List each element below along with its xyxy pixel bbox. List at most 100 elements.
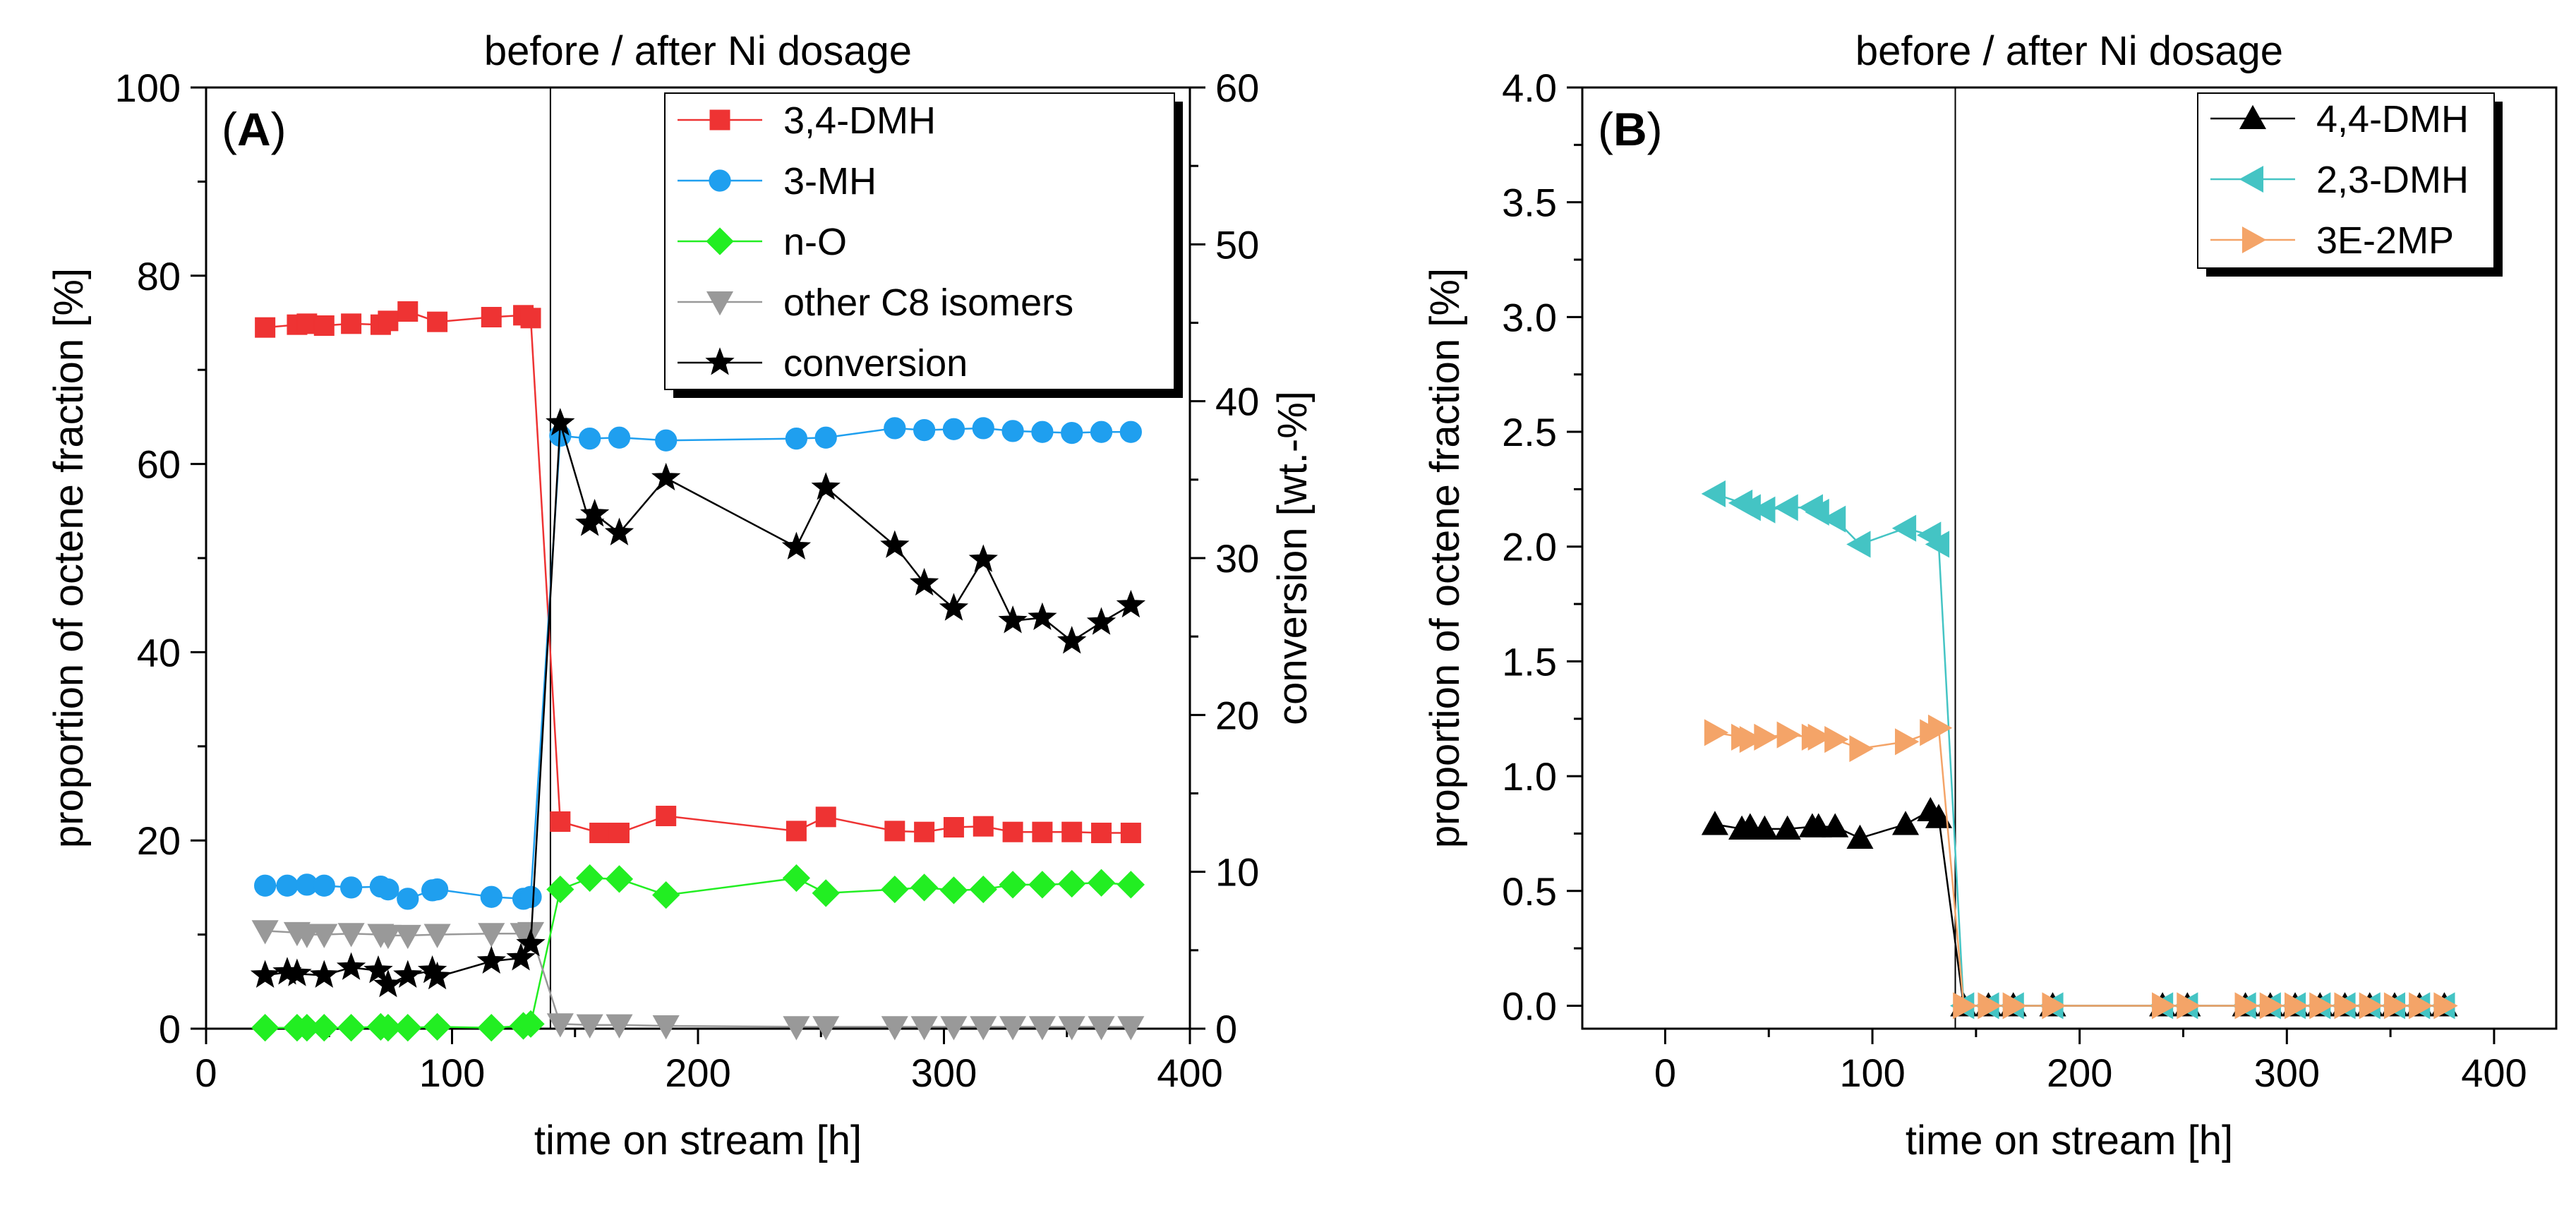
x-tick-label: 100 — [1839, 1051, 1905, 1095]
data-point-2-3-dmh — [1751, 496, 1776, 524]
data-point-conversion — [811, 472, 841, 500]
x-axis-label: time on stream [h] — [534, 1118, 862, 1163]
data-point-3-4-dmh — [1120, 823, 1141, 844]
y-right-tick-label: 30 — [1215, 536, 1259, 581]
data-point-other-c8-isomers — [546, 1013, 574, 1038]
y-right-tick-label: 10 — [1215, 850, 1259, 895]
data-point-2-3-dmh — [1846, 531, 1871, 558]
data-point-n-o — [881, 875, 909, 904]
data-point-3-mh — [608, 426, 631, 449]
series-other-c8-isomers — [251, 920, 1145, 1041]
data-point-3e-2mp — [1739, 725, 1764, 754]
data-point-conversion — [309, 960, 339, 988]
data-point-3-4-dmh — [313, 315, 335, 337]
legend-marker-2-3-dmh — [2239, 165, 2264, 193]
data-point-n-o — [652, 881, 680, 909]
data-point-3e-2mp — [1894, 728, 1920, 756]
data-point-n-o — [423, 1012, 452, 1041]
data-point-n-o — [1058, 869, 1086, 898]
data-point-n-o — [605, 865, 634, 893]
y-axis-label: proportion of octene fraction [%] — [1422, 268, 1468, 848]
series-line-2-3-dmh — [1714, 492, 2445, 1007]
x-tick-label: 400 — [1157, 1051, 1222, 1095]
y-tick-label: 100 — [115, 66, 181, 110]
y-axis-label: proportion of octene fraction [%] — [46, 268, 92, 848]
data-point-n-o — [999, 871, 1027, 899]
series-line-conversion — [265, 423, 1132, 986]
data-point-3-mh — [579, 427, 601, 450]
data-point-conversion — [422, 961, 452, 990]
data-point-n-o — [374, 1014, 402, 1042]
data-point-conversion — [363, 955, 393, 984]
series-3-mh — [254, 417, 1142, 910]
series-line-3e-2mp — [1714, 726, 2445, 1007]
data-point-other-c8-isomers — [999, 1016, 1027, 1041]
data-point-3-mh — [426, 878, 449, 901]
x-tick-label: 0 — [1654, 1051, 1676, 1095]
legend-label-conversion: conversion — [783, 342, 968, 385]
data-point-3-mh — [1061, 421, 1083, 444]
y-right-tick-label: 60 — [1215, 66, 1259, 110]
data-point-n-o — [782, 864, 811, 893]
y-tick-label: 2.0 — [1502, 525, 1557, 569]
data-point-conversion — [1028, 602, 1057, 631]
data-point-4-4-dmh — [1701, 811, 1728, 835]
data-point-3e-2mp — [2409, 992, 2433, 1020]
data-point-conversion — [282, 958, 312, 986]
data-point-other-c8-isomers — [423, 924, 451, 948]
data-point-3-4-dmh — [1032, 821, 1053, 842]
data-point-conversion — [909, 567, 939, 596]
data-point-3e-2mp — [2309, 992, 2334, 1020]
data-point-3-4-dmh — [550, 811, 571, 833]
y-right-tick-label: 40 — [1215, 380, 1259, 424]
data-point-3-mh — [814, 426, 837, 449]
y-right-tick-label: 50 — [1215, 222, 1259, 267]
data-point-4-4-dmh — [1891, 811, 1920, 835]
y-tick-label: 1.5 — [1502, 639, 1557, 684]
data-point-conversion — [1086, 607, 1117, 635]
chart-panel-a: before / after Ni dosage(A)0 100 200 300 400… — [46, 28, 1316, 1163]
data-point-3-4-dmh — [1002, 821, 1023, 842]
data-point-3e-2mp — [2433, 992, 2458, 1020]
data-point-other-c8-isomers — [293, 924, 320, 948]
data-point-2-3-dmh — [1774, 494, 1798, 521]
data-point-3-mh — [1031, 421, 1054, 443]
data-point-n-o — [969, 875, 997, 904]
data-point-conversion — [968, 544, 998, 572]
data-point-3-mh — [785, 427, 808, 450]
legend-marker-3e-2mp — [2241, 226, 2267, 254]
data-point-other-c8-isomers — [311, 924, 338, 948]
data-point-n-o — [1028, 871, 1057, 899]
legend-label-3e-2mp: 3E-2MP — [2316, 219, 2454, 262]
data-point-3-4-dmh — [427, 311, 448, 332]
y-tick-label: 40 — [137, 630, 181, 674]
y-tick-label: 3.0 — [1502, 295, 1557, 339]
series-line-3-mh — [265, 427, 1131, 900]
series-line-4-4-dmh — [1714, 809, 2445, 1007]
x-tick-label: 200 — [665, 1051, 730, 1095]
data-point-3-mh — [519, 885, 542, 908]
x-tick-label: 400 — [2461, 1051, 2527, 1095]
series-line-n-o — [265, 877, 1131, 1029]
data-point-3-4-dmh — [1061, 821, 1083, 842]
data-point-3-mh — [377, 878, 399, 901]
chart-title: before / after Ni dosage — [1855, 28, 2283, 74]
legend-marker-conversion — [705, 347, 735, 375]
data-point-3-mh — [1001, 420, 1024, 442]
data-point-other-c8-isomers — [576, 1014, 603, 1039]
data-point-3e-2mp — [1953, 992, 1978, 1020]
data-point-2-3-dmh — [1821, 505, 1846, 533]
data-point-other-c8-isomers — [1088, 1016, 1115, 1041]
data-point-3e-2mp — [2042, 992, 2066, 1020]
chart-title: before / after Ni dosage — [484, 28, 912, 74]
y-right-tick-label: 0 — [1215, 1007, 1237, 1051]
data-point-3e-2mp — [2177, 992, 2201, 1020]
panel-label: (B) — [1598, 103, 1663, 155]
data-point-3e-2mp — [1824, 725, 1849, 754]
chart-panel-b: before / after Ni dosage (B) 0 100 200 300 400… — [1422, 28, 2558, 1163]
y-tick-label: 2.5 — [1502, 410, 1557, 454]
data-point-3-mh — [254, 874, 277, 897]
data-point-3-4-dmh — [973, 816, 994, 837]
y-right-tick-label: 20 — [1215, 693, 1259, 737]
data-point-conversion — [250, 960, 280, 988]
